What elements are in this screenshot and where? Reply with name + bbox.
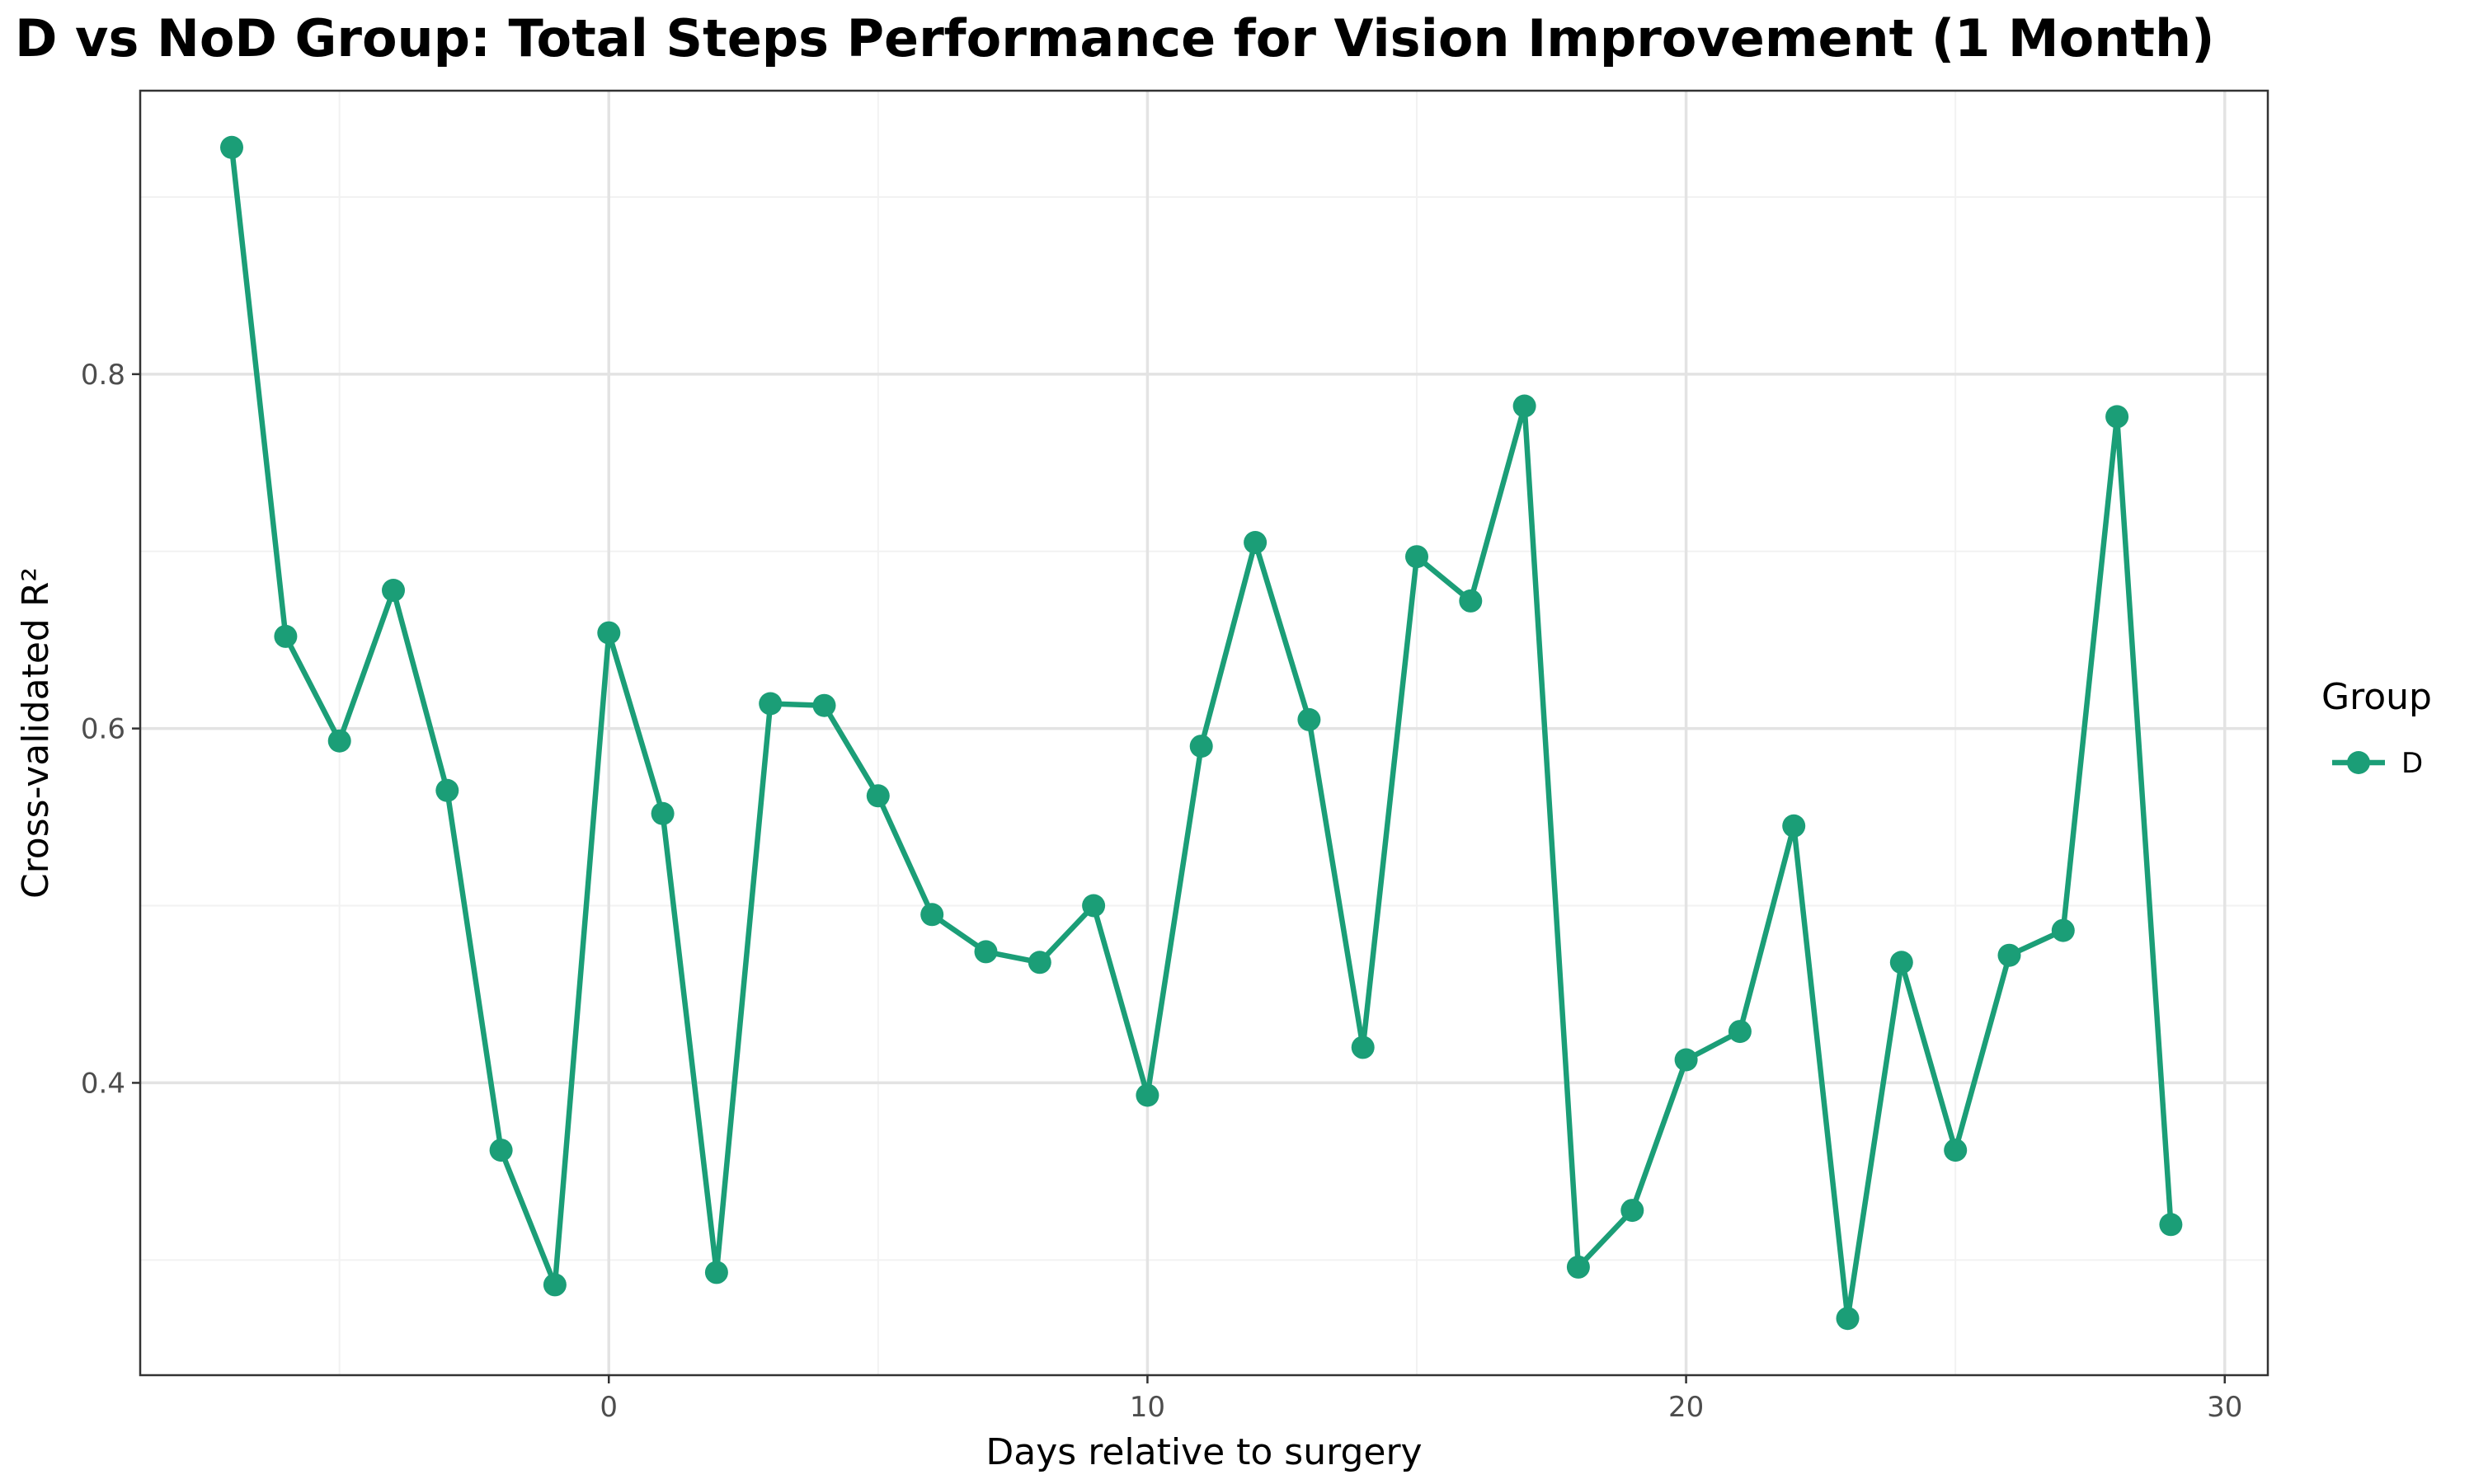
legend: Group D [2321, 676, 2432, 780]
data-point [1620, 1199, 1644, 1223]
x-tick-label: 20 [1668, 1391, 1704, 1424]
data-point [1405, 545, 1428, 569]
data-point [1512, 394, 1536, 418]
data-point [704, 1261, 728, 1284]
data-point [220, 135, 243, 159]
data-point [2051, 918, 2075, 942]
x-tick-label: 30 [2207, 1391, 2242, 1424]
data-point [2159, 1213, 2183, 1237]
data-point [382, 579, 405, 602]
data-point [1566, 1255, 1590, 1279]
data-point [1728, 1020, 1752, 1044]
legend-label-d: D [2401, 747, 2423, 780]
y-tick-label: 0.8 [81, 359, 125, 392]
data-point [812, 693, 836, 717]
data-point [1351, 1036, 1375, 1059]
data-point [1997, 943, 2021, 967]
data-point [1836, 1307, 1860, 1331]
plot-border [139, 89, 2269, 1377]
data-point [543, 1273, 567, 1297]
data-point [2105, 405, 2129, 429]
data-point [1136, 1083, 1159, 1107]
x-axis-title: Days relative to surgery [985, 1431, 1422, 1473]
minor-gridlines [140, 91, 2268, 1375]
x-axis: 0 10 20 30 [600, 1375, 2242, 1424]
data-point [759, 692, 783, 716]
legend-key-marker [2347, 751, 2370, 774]
plot-panel [139, 89, 2269, 1377]
data-point [920, 903, 944, 927]
data-point [1459, 589, 1483, 613]
data-point [1889, 951, 1913, 974]
y-tick-label: 0.6 [81, 713, 125, 746]
data-point [1082, 894, 1106, 918]
data-point [1944, 1139, 1968, 1162]
x-tick-label: 10 [1130, 1391, 1165, 1424]
data-point [1782, 814, 1806, 838]
data-point [597, 621, 621, 645]
data-point [1244, 531, 1268, 554]
y-axis-title: Cross-validated R² [15, 567, 57, 899]
y-tick-label: 0.4 [81, 1067, 125, 1100]
legend-title: Group [2321, 676, 2432, 718]
series-layer [220, 135, 2183, 1331]
data-point [866, 784, 890, 808]
data-point [327, 729, 351, 753]
data-point [274, 624, 298, 648]
data-point [974, 940, 998, 964]
data-point [489, 1139, 513, 1162]
data-point [1674, 1048, 1698, 1072]
chart-title: D vs NoD Group: Total Steps Performance … [15, 8, 2214, 68]
data-point [1189, 735, 1213, 758]
data-point [1028, 951, 1051, 974]
data-point [435, 778, 459, 802]
y-axis: 0.4 0.6 0.8 [81, 359, 140, 1100]
x-tick-label: 0 [600, 1391, 618, 1424]
data-point [1297, 707, 1321, 731]
data-point [651, 801, 675, 825]
